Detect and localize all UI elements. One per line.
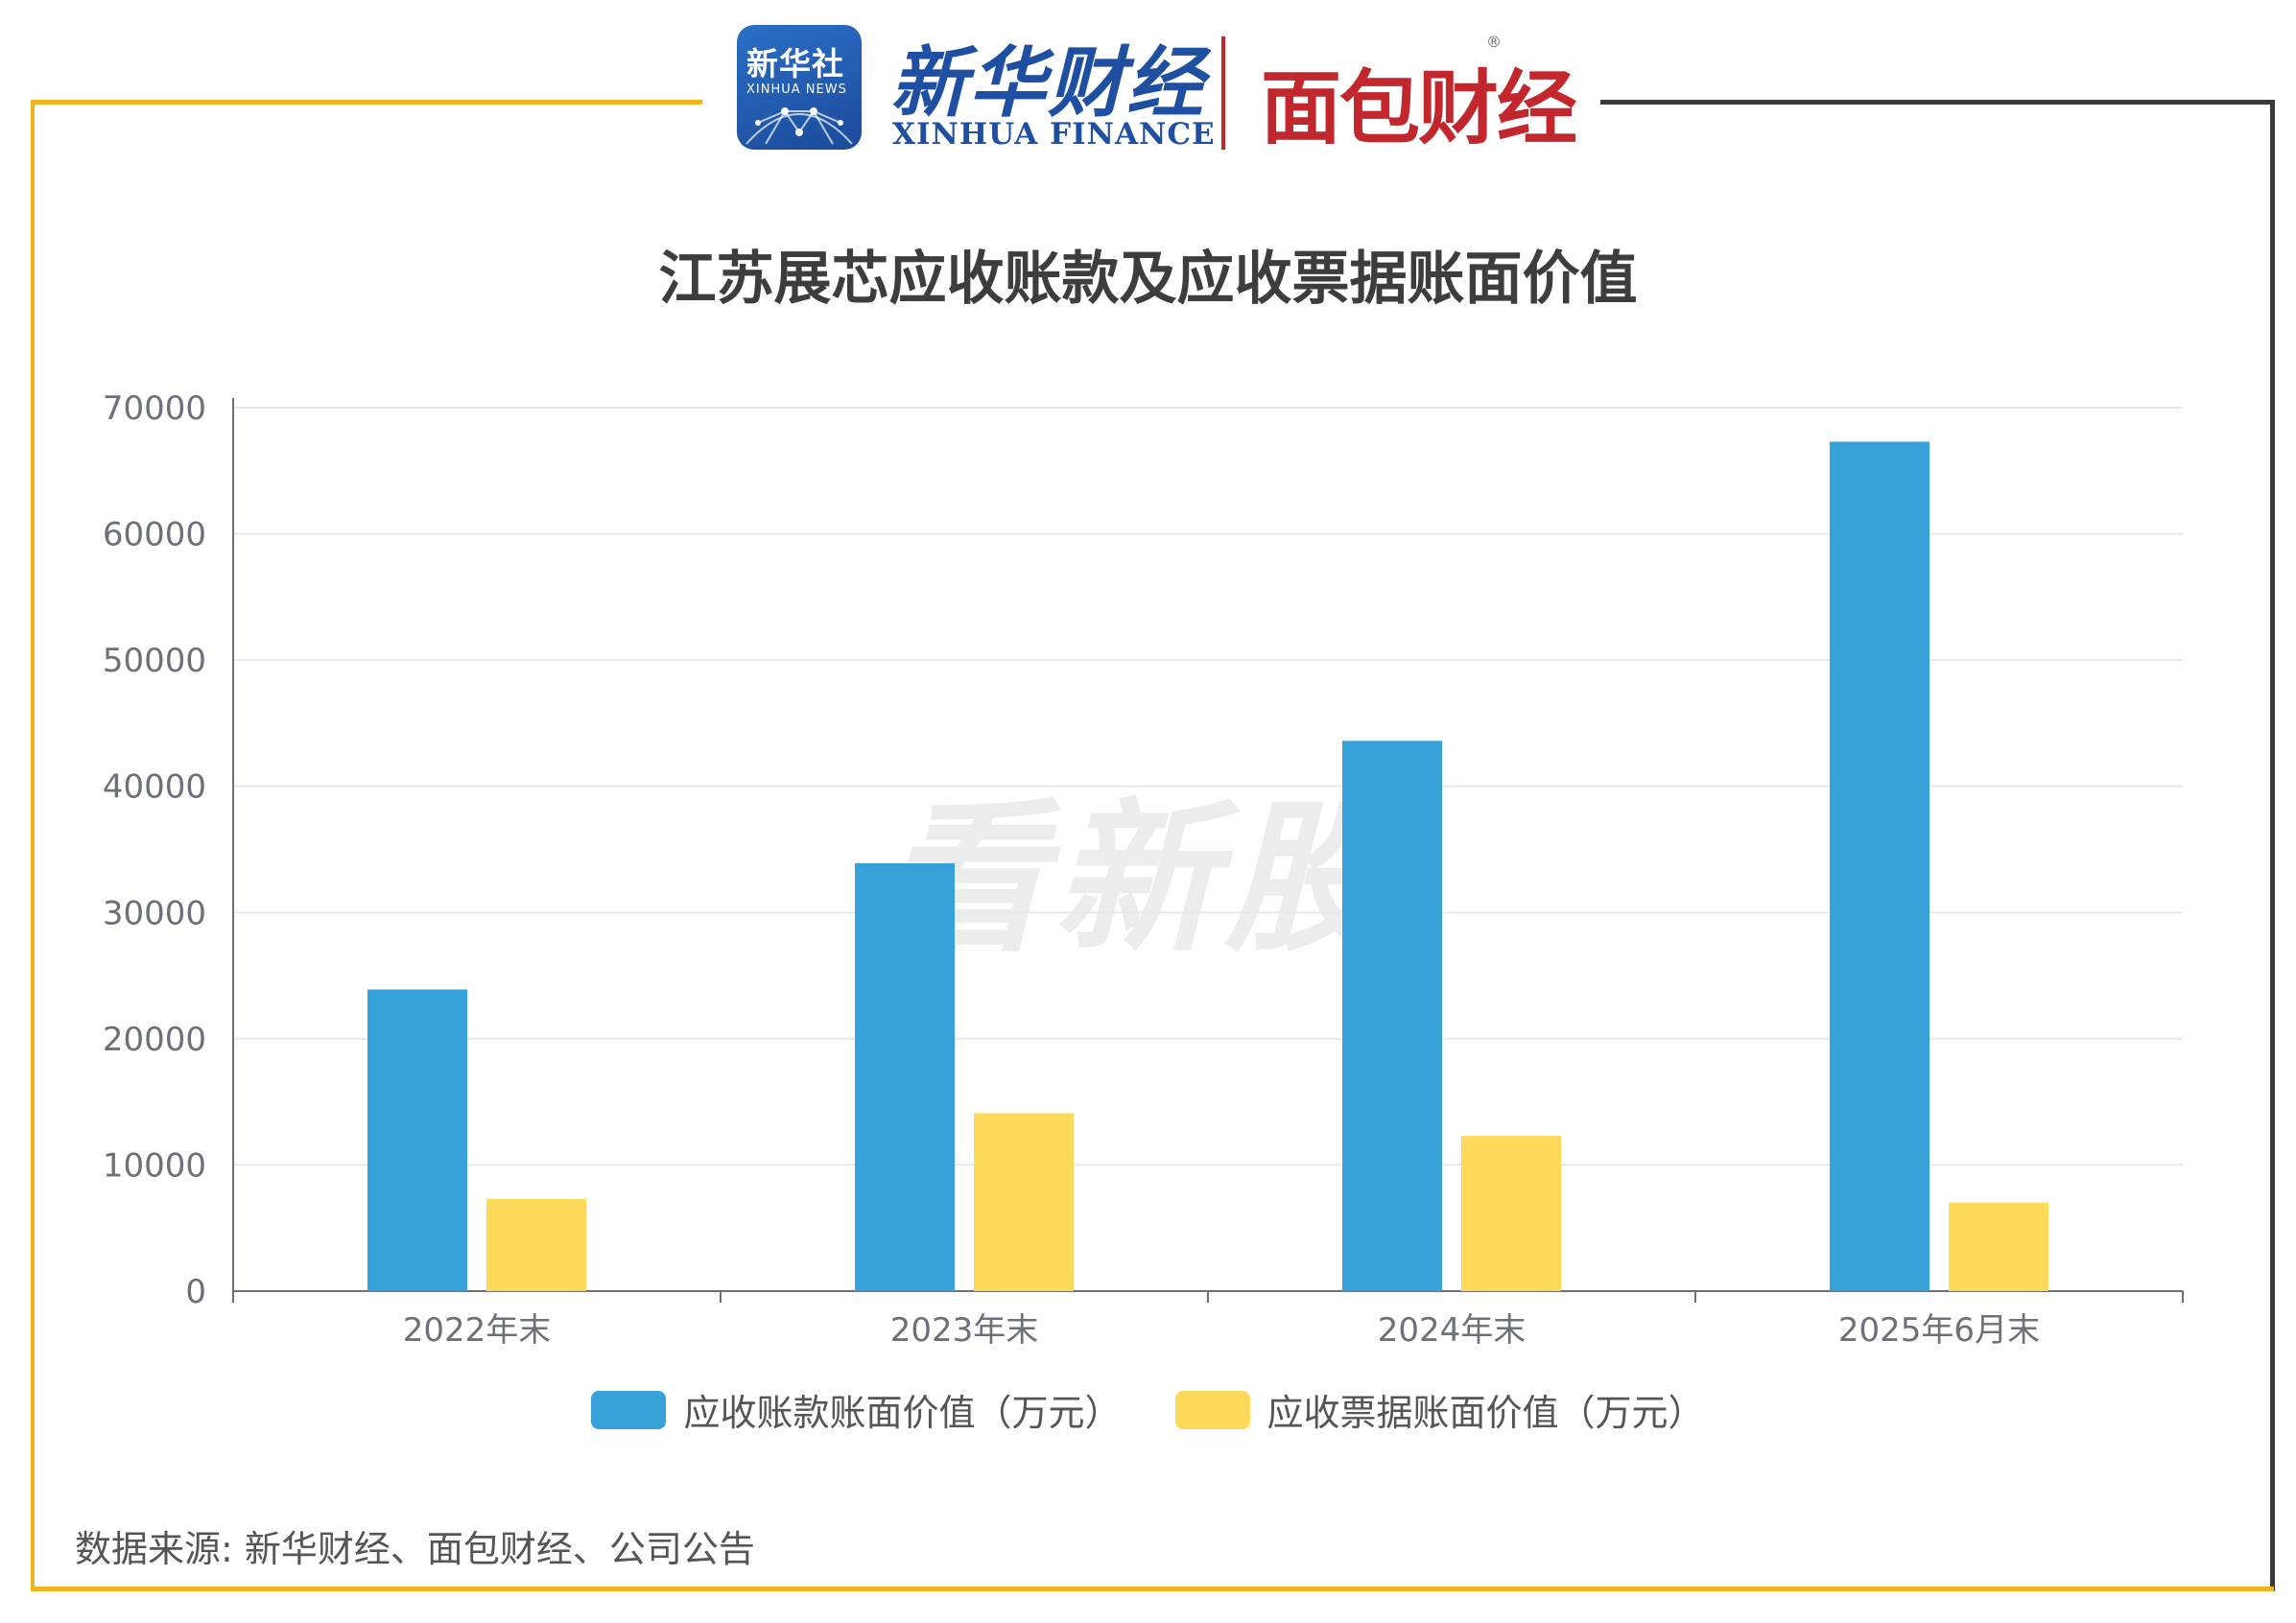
frame-left: [31, 100, 35, 1590]
y-tick-label: 60000: [103, 516, 206, 554]
frame-right: [2270, 100, 2275, 1591]
xinhua-finance-cn: 新华财经: [890, 37, 1205, 128]
bar-receivables: [1342, 741, 1442, 1291]
x-tick-label: 2022年末: [403, 1311, 552, 1350]
bar-receivables: [1830, 441, 1929, 1291]
globe-network-icon: [746, 107, 853, 145]
legend-swatch-receivables: [591, 1390, 667, 1429]
bar-receivables: [367, 989, 467, 1291]
legend-item-notes[interactable]: 应收票据账面价值（万元）: [1174, 1383, 1705, 1436]
y-tick-label: 20000: [103, 1021, 206, 1059]
data-source-note: 数据来源: 新华财经、面包财经、公司公告: [75, 1528, 755, 1570]
bar-notes: [1949, 1202, 2048, 1291]
bar-receivables: [855, 862, 955, 1291]
legend-swatch-notes: [1174, 1390, 1250, 1429]
legend: 应收账款账面价值（万元） 应收票据账面价值（万元）: [0, 1383, 2296, 1436]
y-tick-label: 50000: [103, 642, 206, 680]
xinhua-badge-en: XINHUA NEWS: [746, 82, 847, 97]
y-tick-label: 70000: [103, 389, 206, 428]
bar-notes: [1461, 1136, 1561, 1291]
x-tick-label: 2023年末: [890, 1311, 1039, 1350]
frame-top-right: [1600, 100, 2275, 105]
frame-bottom: [31, 1587, 2274, 1591]
registered-mark: ®: [1486, 33, 1502, 51]
y-tick-label: 0: [185, 1273, 206, 1311]
x-tick-label: 2025年6月末: [1838, 1311, 2040, 1350]
y-tick-label: 10000: [103, 1146, 206, 1185]
legend-label-notes: 应收票据账面价值（万元）: [1266, 1392, 1705, 1434]
y-tick-label: 40000: [103, 768, 206, 807]
legend-label-receivables: 应收账款账面价值（万元）: [683, 1392, 1122, 1434]
watermark-text: 看新股: [883, 785, 1396, 975]
xinhua-news-logo: 新华社 XINHUA NEWS: [737, 25, 862, 150]
chart-title: 江苏展芯应收账款及应收票据账面价值: [658, 246, 1638, 313]
legend-item-receivables[interactable]: 应收账款账面价值（万元）: [591, 1383, 1122, 1436]
y-tick-label: 30000: [103, 894, 206, 932]
frame-top-left: [31, 100, 702, 105]
bar-notes: [486, 1198, 586, 1291]
x-tick-label: 2024年末: [1378, 1311, 1527, 1350]
bar-notes: [974, 1113, 1074, 1291]
xinhua-badge-cn: 新华社: [746, 45, 844, 82]
xinhua-finance-en: XINHUA FINANCE: [892, 117, 1216, 152]
header-logos: 新华社 XINHUA NEWS 新华财经 XINHUA FINANCE 面包财经…: [737, 19, 1581, 163]
mianbao-finance-logo: 面包财经: [1261, 61, 1577, 155]
header-divider: [1221, 36, 1225, 150]
